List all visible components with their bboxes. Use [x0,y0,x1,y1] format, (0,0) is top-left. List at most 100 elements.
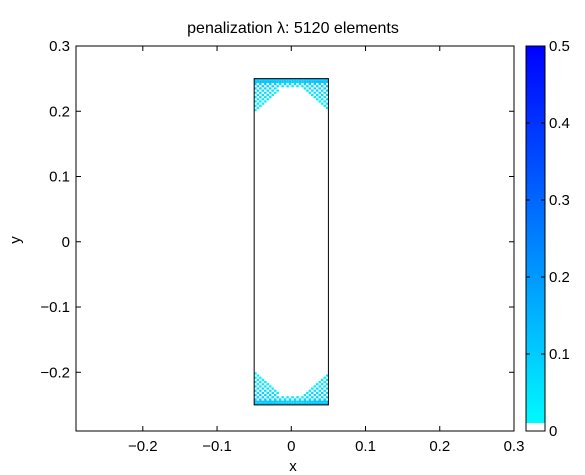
heatmap-cell [320,80,324,83]
heatmap-cell [281,396,284,399]
heatmap-cell [273,398,277,401]
heatmap-cell [318,100,321,103]
heatmap-cell [323,402,326,405]
heatmap-cell [320,391,324,395]
heatmap-cell [276,80,279,83]
heatmap-cell [296,402,299,405]
heatmap-cell [291,85,294,88]
heatmap-cell [254,402,257,405]
heatmap-cell [298,400,302,403]
heatmap-cell [259,82,262,86]
heatmap-cell [316,402,319,405]
heatmap-cell [286,85,289,88]
heatmap-cell [316,89,319,92]
heatmap-cell [266,383,270,386]
heatmap-cell [281,400,284,403]
heatmap-cell [323,376,326,379]
heatmap-cell [296,80,299,83]
heatmap-cell [306,400,309,403]
heatmap-cell [266,89,270,92]
heatmap-cell [256,378,260,381]
heatmap-cell [323,100,326,103]
heatmap-cell [269,389,272,392]
heatmap-cell [303,78,307,81]
heatmap-cell [269,91,272,94]
heatmap-cell [269,394,272,397]
heatmap-cell [271,89,274,92]
heatmap-cell [256,78,260,81]
heatmap-cell [264,394,267,397]
y-tick-label: 0.1 [49,169,70,186]
heatmap-cell [316,383,319,386]
heatmap-cell [298,402,302,405]
heatmap-cell [256,396,260,399]
heatmap-cell [273,87,277,90]
heatmap-cell [298,80,302,83]
heatmap-cell [266,85,270,88]
heatmap-cell [313,96,317,99]
heatmap-cell [283,80,287,83]
heatmap-cell [254,372,257,375]
heatmap-cell [259,394,262,397]
heatmap-layer [254,78,329,405]
heatmap-cell [316,396,319,399]
heatmap-cell [306,78,309,81]
heatmap-cell [296,396,299,399]
x-tick-label: 0.2 [429,438,450,455]
heatmap-cell [259,104,262,107]
heatmap-cell [325,400,329,403]
heatmap-cell [318,96,321,99]
x-axis-label: x [289,458,297,475]
heatmap-cell [254,380,257,384]
heatmap-cell [288,80,292,83]
heatmap-cell [266,93,270,97]
heatmap-cell [323,389,326,392]
heatmap-cell [254,376,257,379]
heatmap-cell [306,402,309,405]
heatmap-cell [325,93,329,97]
heatmap-cell [256,387,260,390]
heatmap-cell [318,394,321,397]
heatmap-cell [266,78,270,81]
heatmap-cell [259,91,262,94]
heatmap-cell [256,98,260,101]
heatmap-cell [261,400,265,403]
heatmap-cell [313,91,317,94]
heatmap-cell [269,82,272,86]
heatmap-cell [325,106,329,110]
heatmap-cell [256,102,260,105]
heatmap-cell [259,80,262,83]
heatmap-cell [264,82,267,86]
heatmap-cell [269,87,272,90]
x-tick-label: −0.1 [202,438,232,455]
heatmap-cell [288,82,292,86]
heatmap-cell [318,385,321,388]
heatmap-cell [320,93,324,97]
heatmap-cell [303,402,307,405]
heatmap-cell [273,80,277,83]
heatmap-cell [318,80,321,83]
heatmap-cell [316,387,319,390]
heatmap-cell [286,396,289,399]
heatmap-cell [264,385,267,388]
x-tick-label: 0 [287,438,295,455]
heatmap-cell [278,80,282,83]
heatmap-cell [261,396,265,399]
heatmap-cell [269,80,272,83]
heatmap-cell [313,80,317,83]
heatmap-cell [301,396,304,399]
heatmap-cell [316,93,319,97]
colorbar-tick-label: 0.1 [549,346,570,363]
heatmap-cell [303,398,307,401]
heatmap-cell [273,389,277,392]
heatmap-cell [276,402,279,405]
heatmap-cell [311,396,314,399]
heatmap-cell [286,80,289,83]
heatmap-cell [291,396,294,399]
heatmap-cell [313,82,317,86]
heatmap-cell [273,394,277,397]
heatmap-cell [286,78,289,81]
heatmap-cell [306,85,309,88]
heatmap-cell [320,98,324,101]
heatmap-cell [298,398,302,401]
